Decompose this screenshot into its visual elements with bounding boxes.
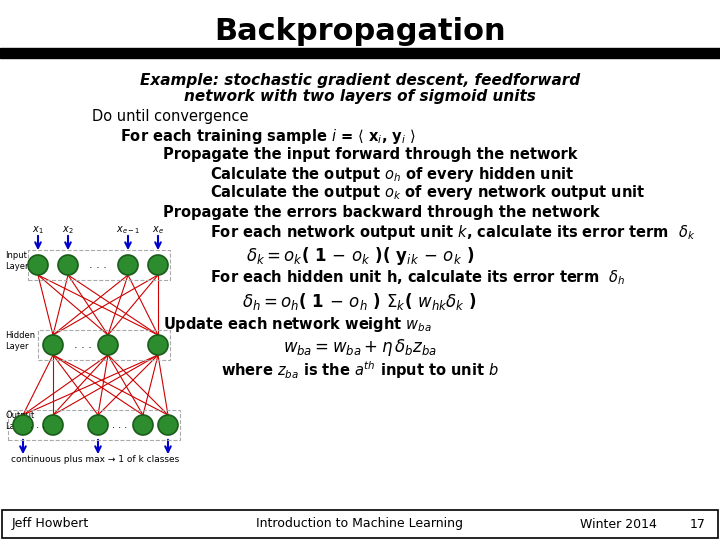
Bar — [38, 330, 170, 360]
Circle shape — [148, 255, 168, 275]
Text: Calculate the output $o_h$ of every hidden unit: Calculate the output $o_h$ of every hidd… — [210, 165, 575, 184]
Text: $\delta_k = o_k$( 1 $-$ $o_k$ )( $\mathbf{y}_{ik}$ $-$ $o_k$ ): $\delta_k = o_k$( 1 $-$ $o_k$ )( $\mathb… — [246, 245, 474, 267]
Text: $x_2$: $x_2$ — [62, 224, 73, 236]
Text: Input
Layer: Input Layer — [5, 251, 29, 271]
Text: . . .: . . . — [112, 420, 127, 430]
Text: Calculate the output $o_k$ of every network output unit: Calculate the output $o_k$ of every netw… — [210, 184, 645, 202]
Bar — [8, 410, 180, 440]
Bar — [0, 48, 720, 58]
Text: Update each network weight $w_{ba}$: Update each network weight $w_{ba}$ — [163, 315, 432, 334]
Text: Example: stochastic gradient descent, feedforward: Example: stochastic gradient descent, fe… — [140, 72, 580, 87]
Circle shape — [148, 335, 168, 355]
Text: Hidden
Layer: Hidden Layer — [5, 332, 35, 350]
Circle shape — [43, 335, 63, 355]
Text: . . .: . . . — [89, 260, 107, 270]
Circle shape — [98, 335, 118, 355]
Text: Do until convergence: Do until convergence — [92, 110, 248, 125]
Bar — [3, 511, 717, 537]
Text: Winter 2014: Winter 2014 — [580, 517, 657, 530]
Text: For each hidden unit h, calculate its error term  $\delta_h$: For each hidden unit h, calculate its er… — [210, 268, 626, 287]
Circle shape — [118, 255, 138, 275]
Text: $x_e$: $x_e$ — [152, 224, 164, 236]
Bar — [28, 250, 170, 280]
Circle shape — [13, 415, 33, 435]
Bar — [2, 510, 718, 538]
Text: For each network output unit $k$, calculate its error term  $\delta_k$: For each network output unit $k$, calcul… — [210, 222, 696, 241]
Text: $x_1$: $x_1$ — [32, 224, 44, 236]
Circle shape — [133, 415, 153, 435]
Text: . . .: . . . — [30, 420, 45, 430]
Text: . . .: . . . — [74, 340, 92, 350]
Text: $w_{ba} = w_{ba} + \eta\,\delta_b z_{ba}$: $w_{ba} = w_{ba} + \eta\,\delta_b z_{ba}… — [283, 338, 437, 359]
Text: 17: 17 — [690, 517, 706, 530]
Text: Introduction to Machine Learning: Introduction to Machine Learning — [256, 517, 464, 530]
Text: where $z_{ba}$ is the $a^{th}$ input to unit $b$: where $z_{ba}$ is the $a^{th}$ input to … — [221, 359, 499, 381]
Text: continuous plus max → 1 of k classes: continuous plus max → 1 of k classes — [11, 456, 179, 464]
Circle shape — [43, 415, 63, 435]
Circle shape — [58, 255, 78, 275]
Text: Propagate the errors backward through the network: Propagate the errors backward through th… — [163, 205, 600, 219]
Text: network with two layers of sigmoid units: network with two layers of sigmoid units — [184, 90, 536, 105]
Text: Jeff Howbert: Jeff Howbert — [12, 517, 89, 530]
Text: Backpropagation: Backpropagation — [214, 17, 506, 46]
Text: $x_{e-1}$: $x_{e-1}$ — [116, 224, 140, 236]
Circle shape — [158, 415, 178, 435]
Circle shape — [88, 415, 108, 435]
Circle shape — [28, 255, 48, 275]
Text: For each training sample $i$ = $\langle$ $\mathbf{x}_i$, $\mathbf{y}_i$ $\rangle: For each training sample $i$ = $\langle$… — [120, 126, 416, 145]
Text: Output
Layer: Output Layer — [5, 411, 35, 431]
Text: Propagate the input forward through the network: Propagate the input forward through the … — [163, 147, 577, 163]
Text: $\delta_h = o_h$( 1 $-$ $o_h$ ) $\Sigma_k$( $w_{hk}\delta_k$ ): $\delta_h = o_h$( 1 $-$ $o_h$ ) $\Sigma_… — [243, 292, 477, 313]
